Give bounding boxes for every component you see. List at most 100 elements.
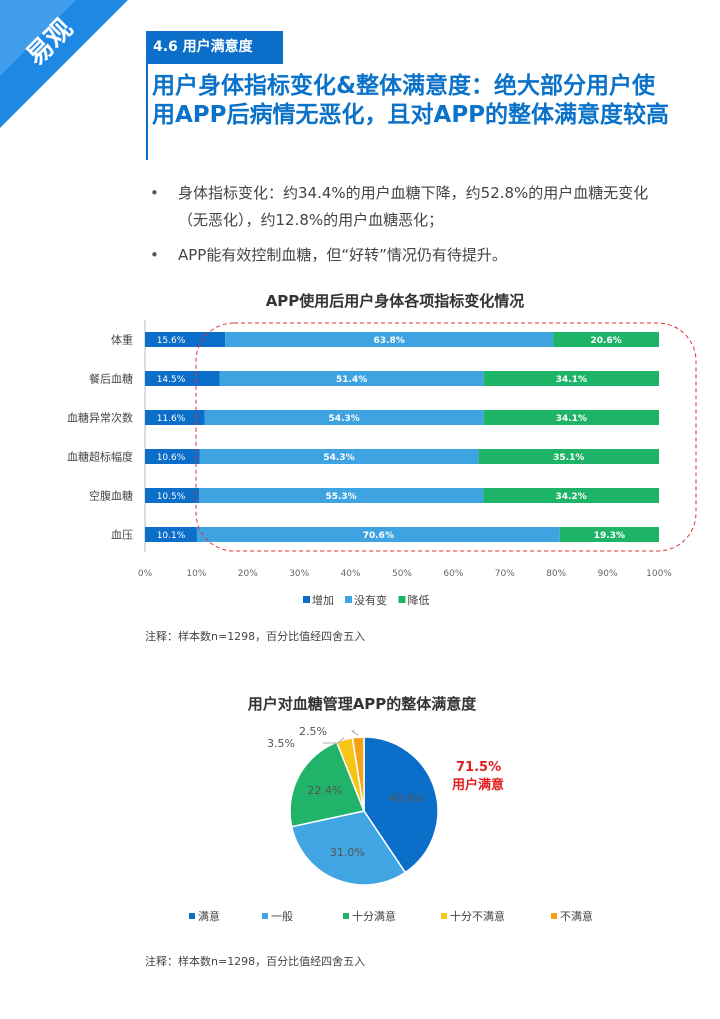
bar-data-label: 70.6% <box>363 531 394 541</box>
x-tick-label: 100% <box>646 569 672 579</box>
x-tick-label: 90% <box>598 569 618 579</box>
pie-data-label: 31.0% <box>330 846 365 859</box>
pie-data-label: 40.6% <box>389 792 424 805</box>
bullet-marker: • <box>150 246 159 264</box>
x-tick-label: 70% <box>495 569 515 579</box>
bar-segment-decrease <box>483 410 659 425</box>
legend-label: 降低 <box>408 593 430 607</box>
bar-segment-decrease <box>553 332 659 347</box>
category-label: 血糖超标幅度 <box>67 450 133 464</box>
satisfaction-callout-value: 71.5% <box>456 760 501 775</box>
page-headline: 用户身体指标变化&整体满意度：绝大部分用户使用APP后病情无恶化，且对APP的整… <box>152 73 670 128</box>
bar-segment-unchanged <box>196 527 560 542</box>
bar-data-label: 34.2% <box>555 492 586 502</box>
legend-swatch <box>345 596 352 603</box>
bar-data-label: 15.6% <box>157 336 186 346</box>
bullet-list: • 身体指标变化：约34.4%的用户血糖下降，约52.8%的用户血糖无变化（无恶… <box>150 180 670 277</box>
bar-segment-increase <box>145 449 200 464</box>
legend-label: 满意 <box>198 909 220 923</box>
bar-segment-decrease <box>483 488 659 503</box>
bullet-marker: • <box>150 184 159 202</box>
bar-data-label: 34.1% <box>556 414 587 424</box>
pie-slice <box>289 741 366 828</box>
bar-segment-increase <box>145 527 197 542</box>
sample-note: 注释：样本数n=1298，百分比值经四舍五入 <box>145 630 366 643</box>
x-tick-label: 10% <box>186 569 206 579</box>
bar-data-label: 20.6% <box>590 336 621 346</box>
pie-leader-line <box>323 737 345 744</box>
bar-segment-unchanged <box>204 410 484 425</box>
legend-swatch <box>551 913 557 919</box>
x-tick-label: 60% <box>443 569 463 579</box>
corner-logo-ribbon: 易观 <box>0 0 128 128</box>
bar-data-label: 14.5% <box>157 375 186 385</box>
legend-label: 十分不满意 <box>450 909 505 923</box>
legend-swatch <box>189 913 195 919</box>
bar-segment-unchanged <box>225 332 554 347</box>
category-label: 餐后血糖 <box>89 372 133 386</box>
bar-segment-increase <box>145 488 199 503</box>
satisfaction-callout-text: 用户满意 <box>451 777 504 793</box>
category-label: 血糖异常次数 <box>67 411 133 425</box>
category-label: 空腹血糖 <box>89 489 133 503</box>
category-label: 血压 <box>111 528 133 542</box>
legend-swatch <box>441 913 447 919</box>
x-tick-label: 40% <box>341 569 361 579</box>
bar-data-label: 35.1% <box>553 453 584 463</box>
pie-leader-line <box>350 730 359 736</box>
pie-data-label: 2.5% <box>299 725 327 738</box>
legend-swatch <box>398 596 406 603</box>
sample-note: 注释：样本数n=1298，百分比值经四舍五入 <box>145 955 366 968</box>
bar-segment-unchanged <box>198 488 484 503</box>
x-tick-label: 50% <box>392 569 412 579</box>
legend-label: 十分满意 <box>352 909 396 923</box>
pie-slice <box>351 736 365 812</box>
bar-data-label: 11.6% <box>157 414 186 424</box>
legend-label: 不满意 <box>560 909 593 923</box>
bar-data-label: 54.3% <box>329 414 360 424</box>
bar-data-label: 63.8% <box>374 336 405 346</box>
x-tick-label: 80% <box>546 569 566 579</box>
bar-data-label: 34.1% <box>556 375 587 385</box>
legend-swatch <box>303 596 310 603</box>
ribbon-light <box>0 0 76 76</box>
legend-label: 一般 <box>271 910 293 923</box>
bullet-text: APP能有效控制血糖，但“好转”情况仍有待提升。 <box>178 246 507 264</box>
bar-data-label: 54.3% <box>323 453 354 463</box>
legend-swatch <box>262 913 268 919</box>
pie-chart-title: 用户对血糖管理APP的整体满意度 <box>248 695 478 713</box>
x-tick-label: 30% <box>289 569 309 579</box>
bar-data-label: 19.3% <box>594 531 625 541</box>
x-tick-label: 20% <box>238 569 258 579</box>
bar-segment-decrease <box>478 449 659 464</box>
bar-data-label: 10.1% <box>157 531 186 541</box>
section-tag: 4.6 用户满意度 <box>146 31 283 64</box>
pie-chart: 用户对血糖管理APP的整体满意度 40.6% 31.0% 22.4% 3.5% 2.5%… <box>189 695 593 923</box>
x-tick-label: 0% <box>138 569 153 579</box>
legend-swatch <box>343 913 349 919</box>
bar-chart-title: APP使用后用户身体各项指标变化情况 <box>266 292 525 310</box>
legend-label: 没有变 <box>354 593 387 607</box>
bar-data-label: 55.3% <box>325 492 356 502</box>
highlight-dashed-box <box>195 322 697 552</box>
bar-segment-unchanged <box>199 449 479 464</box>
bar-segment-unchanged <box>219 371 484 386</box>
headline-accent-bar <box>146 64 148 160</box>
bar-segment-increase <box>145 371 220 386</box>
category-label: 体重 <box>111 333 133 347</box>
bar-data-label: 51.4% <box>336 375 367 385</box>
bar-segment-decrease <box>559 527 659 542</box>
pie-slice <box>290 810 407 886</box>
pie-slice <box>363 736 439 874</box>
bullet-item: • APP能有效控制血糖，但“好转”情况仍有待提升。 <box>150 242 670 269</box>
bar-data-label: 10.5% <box>157 492 186 502</box>
legend-label: 增加 <box>312 593 334 607</box>
pie-data-label: 3.5% <box>267 737 295 750</box>
bar-segment-increase <box>145 410 205 425</box>
bar-segment-decrease <box>483 371 659 386</box>
stacked-bar-chart: APP使用后用户身体各项指标变化情况 体重 15.6% 63.8% 20.6% 餐后血糖… <box>67 292 697 607</box>
bullet-text: 身体指标变化：约34.4%的用户血糖下降，约52.8%的用户血糖无变化（无恶化）… <box>178 184 649 229</box>
bar-data-label: 10.6% <box>157 453 186 463</box>
pie-data-label: 22.4% <box>307 784 342 797</box>
bullet-item: • 身体指标变化：约34.4%的用户血糖下降，约52.8%的用户血糖无变化（无恶… <box>150 180 670 234</box>
